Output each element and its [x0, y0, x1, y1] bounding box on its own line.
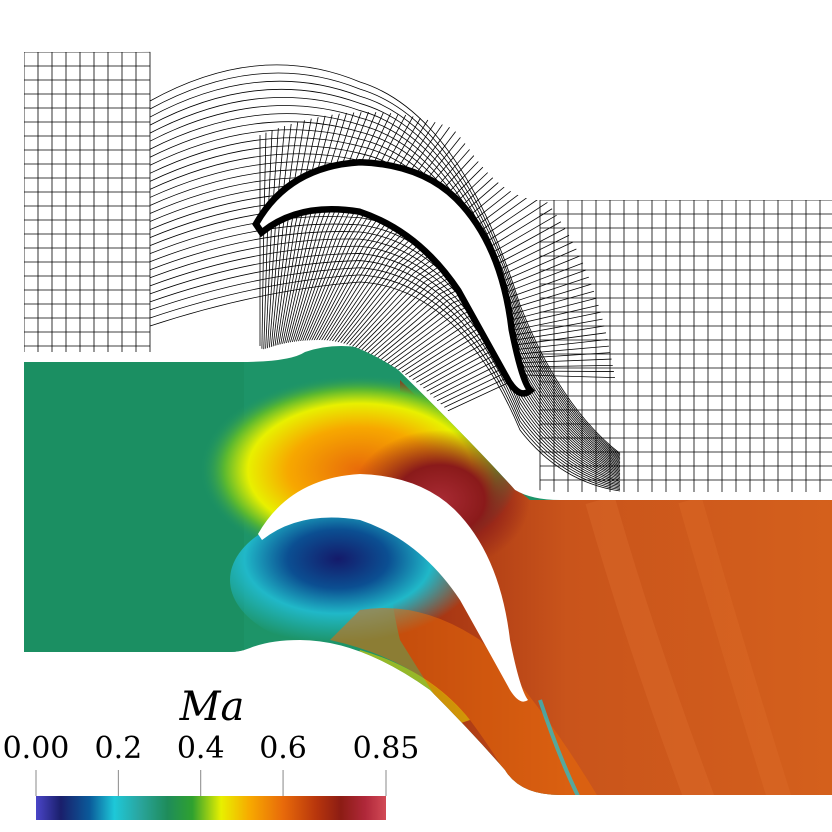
colorbar-tick-label: 0.85: [353, 731, 420, 766]
colorbar-tick-label: 0.4: [177, 731, 225, 766]
colorbar: Ma 0.00 0.2 0.4 0.6 0.85: [3, 684, 420, 820]
colorbar-tick-label: 0.6: [259, 731, 307, 766]
colorbar-title: Ma: [179, 684, 245, 730]
colorbar-tick-label: 0.2: [94, 731, 142, 766]
colorbar-bar: [36, 796, 386, 820]
colorbar-tick-label: 0.00: [3, 731, 70, 766]
colorbar-ticks: 0.00 0.2 0.4 0.6 0.85: [3, 731, 420, 796]
